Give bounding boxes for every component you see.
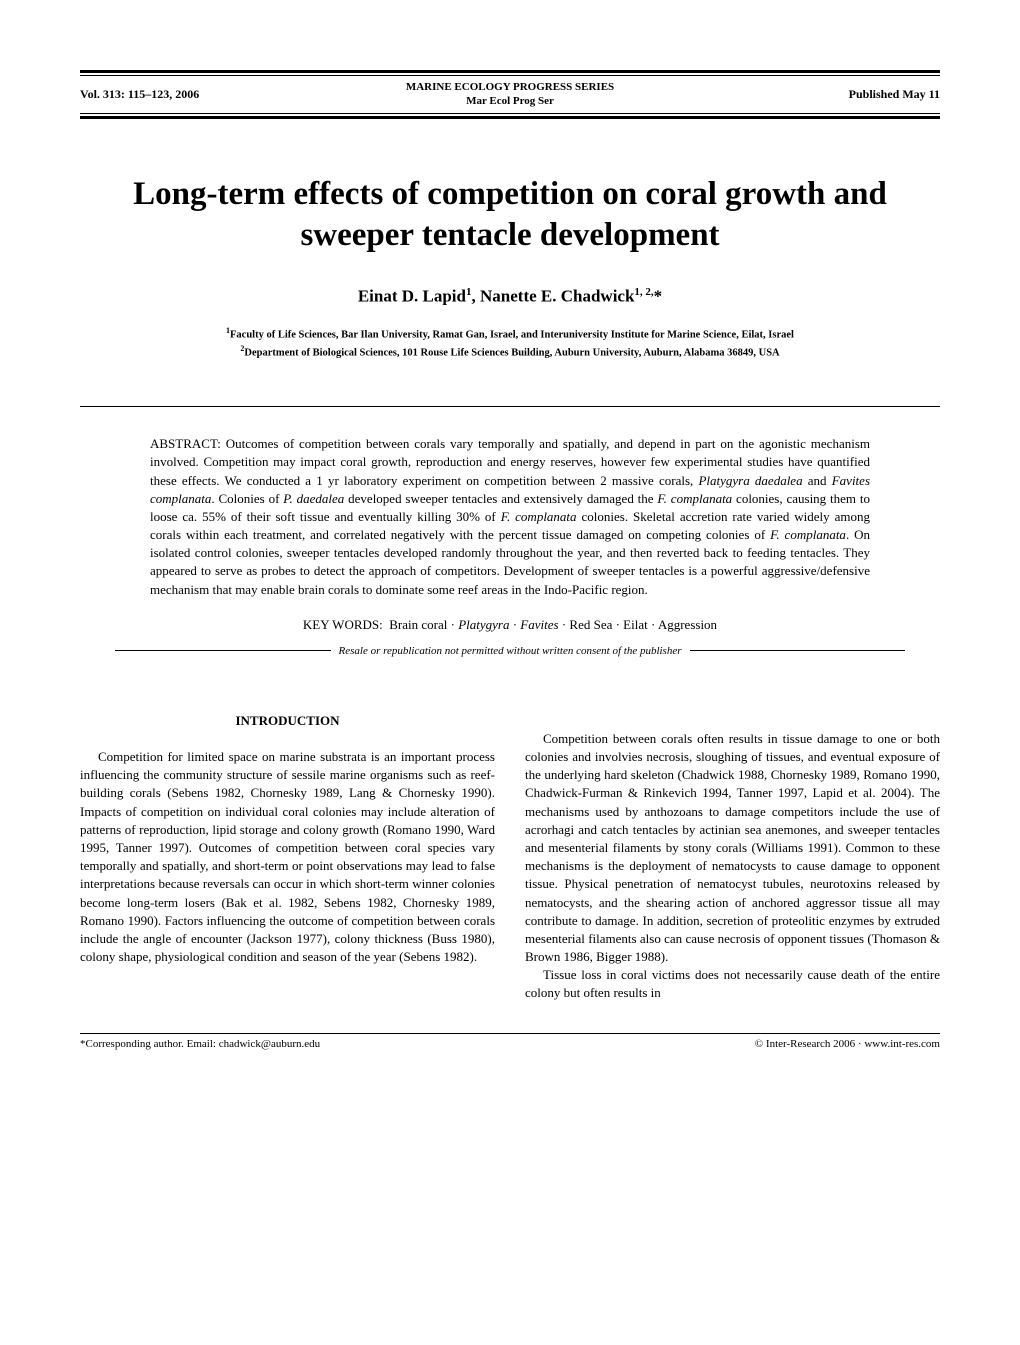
corresponding-author: *Corresponding author. Email: chadwick@a… [80, 1038, 320, 1050]
abstract: ABSTRACT: Outcomes of competition betwee… [150, 435, 870, 599]
paper-title: Long-term effects of competition on cora… [80, 174, 940, 257]
publish-date: Published May 11 [653, 87, 940, 102]
affiliation-2: 2Department of Biological Sciences, 101 … [80, 343, 940, 361]
header-rule-thick-top [80, 70, 940, 73]
resale-rule-left [115, 650, 331, 651]
footer: *Corresponding author. Email: chadwick@a… [80, 1038, 940, 1050]
footer-rule [80, 1033, 940, 1034]
column-spacer [525, 657, 940, 730]
header-rule-thin-bottom [80, 113, 940, 114]
authors: Einat D. Lapid1, Nanette E. Chadwick1, 2… [80, 286, 940, 307]
keywords-label: KEY WORDS: [303, 617, 383, 632]
journal-name-full: MARINE ECOLOGY PROGRESS SERIES [367, 80, 654, 94]
body-columns: INTRODUCTION Competition for limited spa… [80, 657, 940, 1003]
journal-name: MARINE ECOLOGY PROGRESS SERIES Mar Ecol … [367, 80, 654, 109]
journal-name-abbr: Mar Ecol Prog Ser [367, 94, 654, 108]
resale-text: Resale or republication not permitted wi… [331, 645, 690, 657]
intro-paragraph-2: Competition between corals often results… [525, 730, 940, 966]
section-heading-intro: INTRODUCTION [80, 712, 495, 730]
affiliations: 1Faculty of Life Sciences, Bar Ilan Univ… [80, 325, 940, 361]
intro-paragraph-3: Tissue loss in coral victims does not ne… [525, 966, 940, 1002]
intro-paragraph-1: Competition for limited space on marine … [80, 748, 495, 966]
journal-header: Vol. 313: 115–123, 2006 MARINE ECOLOGY P… [80, 76, 940, 113]
resale-rule-right [690, 650, 906, 651]
resale-notice: Resale or republication not permitted wi… [115, 645, 905, 657]
header-rule-thick-bottom [80, 116, 940, 119]
keywords-text: Brain coral · Platygyra · Favites · Red … [389, 617, 717, 632]
abstract-top-rule [80, 406, 940, 407]
volume-info: Vol. 313: 115–123, 2006 [80, 87, 367, 102]
column-left: INTRODUCTION Competition for limited spa… [80, 657, 495, 1003]
abstract-text: Outcomes of competition between corals v… [150, 436, 870, 597]
column-right: Competition between corals often results… [525, 657, 940, 1003]
keywords: KEY WORDS: Brain coral · Platygyra · Fav… [150, 617, 870, 633]
copyright: © Inter-Research 2006 · www.int-res.com [755, 1038, 940, 1050]
abstract-label: ABSTRACT: [150, 436, 221, 451]
affiliation-1: 1Faculty of Life Sciences, Bar Ilan Univ… [80, 325, 940, 343]
